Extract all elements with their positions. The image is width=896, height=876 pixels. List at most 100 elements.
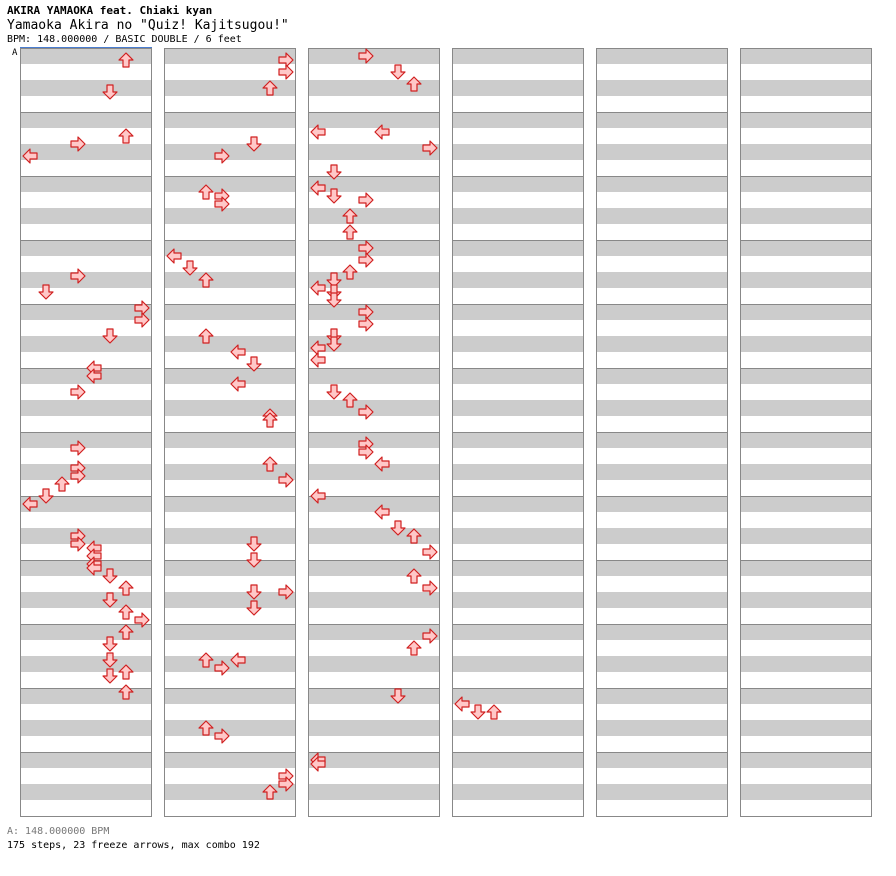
arrow-up-icon <box>118 128 134 144</box>
arrow-right-icon <box>214 728 230 744</box>
arrow-left-icon <box>310 756 326 772</box>
chart-column <box>20 48 152 817</box>
chart-column <box>164 48 296 817</box>
arrow-down-icon <box>326 164 342 180</box>
arrow-left-icon <box>230 652 246 668</box>
arrow-right-icon <box>422 140 438 156</box>
arrow-up-icon <box>262 80 278 96</box>
chart-column <box>740 48 872 817</box>
arrow-down-icon <box>326 292 342 308</box>
arrow-down-icon <box>390 64 406 80</box>
arrow-right-icon <box>358 444 374 460</box>
arrow-up-icon <box>406 640 422 656</box>
arrow-left-icon <box>310 488 326 504</box>
arrow-right-icon <box>134 312 150 328</box>
arrow-right-icon <box>70 268 86 284</box>
arrow-up-icon <box>118 580 134 596</box>
arrow-up-icon <box>118 624 134 640</box>
arrow-up-icon <box>486 704 502 720</box>
arrow-right-icon <box>358 192 374 208</box>
arrow-up-icon <box>406 76 422 92</box>
arrow-right-icon <box>278 64 294 80</box>
arrow-right-icon <box>278 776 294 792</box>
arrow-up-icon <box>198 184 214 200</box>
arrow-up-icon <box>118 604 134 620</box>
arrow-left-icon <box>230 376 246 392</box>
arrow-left-icon <box>86 560 102 576</box>
arrow-up-icon <box>198 272 214 288</box>
arrow-right-icon <box>70 536 86 552</box>
arrow-down-icon <box>102 592 118 608</box>
arrow-right-icon <box>70 384 86 400</box>
chart-column <box>452 48 584 817</box>
arrow-left-icon <box>230 344 246 360</box>
arrow-down-icon <box>246 536 262 552</box>
arrow-right-icon <box>358 252 374 268</box>
arrow-left-icon <box>374 504 390 520</box>
arrow-down-icon <box>38 488 54 504</box>
arrow-left-icon <box>166 248 182 264</box>
arrow-right-icon <box>70 136 86 152</box>
arrow-down-icon <box>182 260 198 276</box>
arrow-down-icon <box>102 668 118 684</box>
arrow-right-icon <box>422 580 438 596</box>
arrow-left-icon <box>310 280 326 296</box>
arrow-down-icon <box>102 636 118 652</box>
arrow-down-icon <box>102 568 118 584</box>
arrow-down-icon <box>246 600 262 616</box>
bpm-legend: A: 148.000000 BPM <box>7 826 110 837</box>
arrow-left-icon <box>454 696 470 712</box>
arrow-left-icon <box>310 352 326 368</box>
arrow-right-icon <box>70 468 86 484</box>
arrow-down-icon <box>38 284 54 300</box>
arrow-left-icon <box>310 180 326 196</box>
arrow-right-icon <box>358 48 374 64</box>
arrow-up-icon <box>198 652 214 668</box>
song-artist: AKIRA YAMAOKA feat. Chiaki kyan <box>7 4 213 17</box>
arrow-left-icon <box>310 124 326 140</box>
arrow-down-icon <box>326 336 342 352</box>
arrow-down-icon <box>470 704 486 720</box>
arrow-right-icon <box>214 660 230 676</box>
arrow-up-icon <box>118 664 134 680</box>
chart-column <box>596 48 728 817</box>
arrow-up-icon <box>54 476 70 492</box>
arrow-down-icon <box>102 84 118 100</box>
arrow-up-icon <box>406 528 422 544</box>
arrow-down-icon <box>390 520 406 536</box>
arrow-right-icon <box>278 584 294 600</box>
arrow-left-icon <box>374 456 390 472</box>
chart-stats: 175 steps, 23 freeze arrows, max combo 1… <box>7 840 260 851</box>
bpm-marker-line <box>20 47 152 48</box>
arrow-right-icon <box>134 612 150 628</box>
arrow-down-icon <box>390 688 406 704</box>
arrow-up-icon <box>262 456 278 472</box>
arrow-down-icon <box>246 356 262 372</box>
step-chart <box>20 48 872 817</box>
arrow-right-icon <box>422 628 438 644</box>
arrow-up-icon <box>342 264 358 280</box>
arrow-down-icon <box>246 584 262 600</box>
arrow-left-icon <box>22 496 38 512</box>
arrow-up-icon <box>262 784 278 800</box>
arrow-down-icon <box>326 272 342 288</box>
song-title: Yamaoka Akira no "Quiz! Kajitsugou!" <box>7 18 289 33</box>
arrow-right-icon <box>422 544 438 560</box>
arrow-down-icon <box>326 384 342 400</box>
arrow-right-icon <box>214 196 230 212</box>
arrow-down-icon <box>326 188 342 204</box>
arrow-left-icon <box>374 124 390 140</box>
chart-column <box>308 48 440 817</box>
arrow-up-icon <box>342 224 358 240</box>
bpm-marker-label: A <box>12 48 18 58</box>
arrow-right-icon <box>358 404 374 420</box>
arrow-up-icon <box>406 568 422 584</box>
chart-info: BPM: 148.000000 / BASIC DOUBLE / 6 feet <box>7 34 242 45</box>
arrow-up-icon <box>118 52 134 68</box>
arrow-down-icon <box>246 552 262 568</box>
arrow-up-icon <box>198 328 214 344</box>
arrow-left-icon <box>22 148 38 164</box>
arrow-down-icon <box>102 652 118 668</box>
arrow-right-icon <box>358 316 374 332</box>
arrow-left-icon <box>86 368 102 384</box>
